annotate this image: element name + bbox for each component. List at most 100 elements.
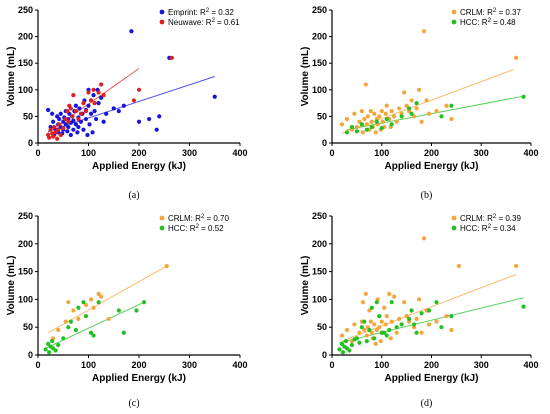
data-point: [513, 263, 519, 269]
y-tick-label: 250: [312, 211, 327, 221]
data-point: [368, 108, 373, 114]
data-point: [344, 116, 350, 122]
y-tick-label: 150: [18, 267, 33, 277]
data-point: [426, 111, 432, 116]
y-tick-label: 150: [312, 58, 327, 68]
x-tick-label: 0: [35, 148, 40, 158]
data-point: [521, 94, 526, 99]
data-point: [83, 302, 89, 308]
x-tick-label: 200: [131, 360, 146, 370]
legend-r2-value: = 0.34: [491, 224, 516, 233]
data-point: [56, 327, 61, 333]
data-point: [99, 294, 104, 299]
data-point: [352, 322, 357, 327]
y-tick-label: 0: [322, 138, 327, 148]
data-point: [379, 126, 384, 131]
x-axis-label: Applied Energy (kJ): [385, 373, 479, 384]
data-point: [157, 114, 162, 119]
data-point: [63, 116, 68, 122]
data-point: [55, 136, 60, 141]
data-point: [46, 107, 51, 113]
x-tick-label: 400: [523, 360, 538, 370]
data-point: [434, 300, 439, 305]
legend-series-name: CRLM: R: [460, 214, 493, 223]
legend-r2-value: = 0.70: [204, 214, 229, 223]
data-point: [92, 101, 97, 106]
data-point: [421, 236, 427, 241]
y-axis-label: Volume (mL): [300, 47, 311, 107]
data-point: [402, 90, 407, 95]
data-point: [76, 305, 81, 310]
data-point: [389, 122, 394, 127]
data-point: [382, 305, 387, 310]
data-point: [392, 114, 397, 119]
data-point: [354, 129, 359, 134]
data-point: [73, 122, 78, 127]
data-point: [51, 134, 56, 139]
data-point: [116, 308, 121, 313]
y-tick-label: 0: [322, 350, 327, 360]
data-point: [372, 322, 377, 327]
data-point: [414, 330, 419, 335]
data-point: [71, 308, 76, 313]
data-point: [61, 126, 66, 131]
data-point: [362, 319, 367, 324]
data-point: [389, 108, 394, 114]
data-point: [404, 313, 409, 319]
data-point: [90, 130, 95, 135]
data-point: [377, 325, 382, 330]
data-point: [76, 116, 81, 122]
data-point: [364, 122, 369, 127]
y-tick-label: 250: [18, 5, 33, 15]
y-axis-label: Volume (mL): [6, 256, 17, 316]
data-point: [91, 93, 96, 98]
x-tick-label: 0: [329, 148, 334, 158]
data-point: [66, 325, 71, 330]
legend-series-name: CRLM: R: [460, 8, 493, 17]
data-point: [387, 327, 392, 333]
data-point: [389, 300, 394, 305]
data-point: [116, 108, 121, 114]
data-point: [416, 87, 422, 92]
data-point: [63, 319, 68, 324]
data-point: [444, 313, 449, 319]
data-point: [369, 119, 374, 124]
data-point: [340, 350, 346, 355]
data-point: [61, 119, 66, 124]
data-point: [66, 124, 71, 130]
data-point: [43, 347, 48, 352]
data-point: [57, 116, 62, 122]
y-tick-label: 50: [23, 111, 33, 121]
data-point: [449, 116, 454, 122]
data-point: [104, 111, 109, 116]
legend-superscript: 2: [206, 8, 210, 14]
data-point: [419, 330, 424, 335]
data-point: [91, 333, 96, 338]
data-point: [424, 98, 429, 103]
data-point: [369, 330, 374, 335]
legend-r2-value: = 0.37: [496, 8, 521, 17]
data-point: [87, 122, 92, 127]
data-point: [347, 348, 352, 353]
data-point: [96, 101, 101, 106]
legend-r2-value: = 0.52: [199, 224, 224, 233]
data-point: [394, 330, 399, 335]
legend-marker: [159, 19, 165, 25]
data-point: [362, 327, 367, 333]
data-point: [367, 327, 372, 333]
trend-line-0: [47, 265, 168, 334]
x-tick-label: 100: [374, 360, 389, 370]
legend-superscript: 2: [196, 224, 200, 230]
legend-marker: [451, 19, 457, 25]
legend-superscript: 2: [493, 214, 497, 220]
data-point: [131, 98, 137, 103]
y-tick-label: 200: [312, 32, 327, 42]
x-axis-label: Applied Energy (kJ): [92, 373, 186, 384]
data-point: [81, 127, 86, 132]
x-tick-label: 300: [182, 148, 197, 158]
data-point: [359, 108, 364, 114]
data-point: [344, 130, 350, 135]
data-point: [93, 116, 99, 122]
panel-1: 0 50 100 150 200 250 0 100 200 300 400 Applied Ener…: [300, 5, 539, 201]
data-point: [66, 119, 71, 124]
